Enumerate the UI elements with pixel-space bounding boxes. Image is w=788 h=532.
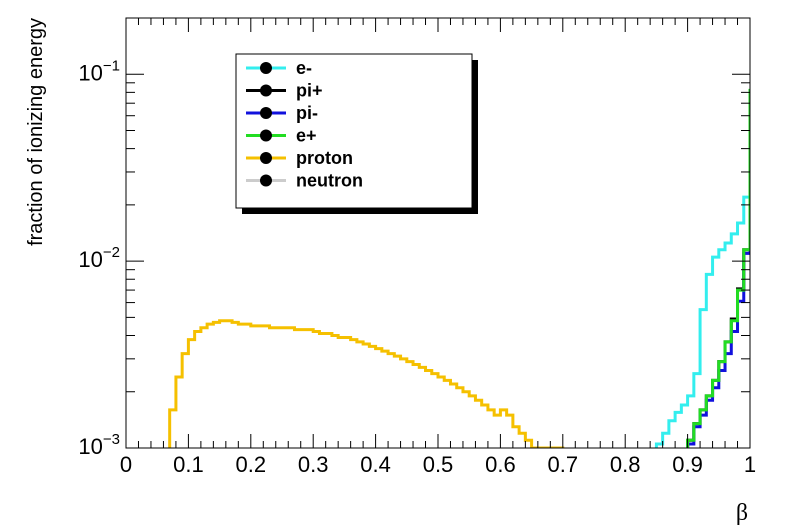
y-tick-label: 10−2: [78, 244, 120, 272]
x-tick-label: 0.6: [485, 452, 516, 477]
series-proton-line: [168, 319, 565, 448]
legend-marker-proton: [260, 152, 272, 164]
legend-label-proton: proton: [296, 148, 353, 168]
legend-label-neutron: neutron: [296, 171, 363, 191]
legend-label-pi-: pi-: [296, 103, 318, 123]
legend-marker-e+: [260, 129, 272, 142]
legend-label-e-: e-: [296, 58, 312, 78]
series-e+-line: [686, 88, 750, 448]
legend: e-pi+pi-e+proton neutron: [235, 53, 478, 214]
y-tick-label: 10−1: [78, 57, 120, 85]
x-tick-label: 0.5: [423, 452, 454, 477]
x-axis-ticks: 0 0.1 0.2 0.3 0.4 0.5 0.6 0.7 0.8 0.9 1: [120, 18, 756, 477]
legend-box: [235, 53, 473, 209]
y-axis-label: fraction of ionizing energy: [25, 18, 47, 246]
x-tick-label: 0.8: [610, 452, 641, 477]
x-tick-label: 0.4: [360, 452, 391, 477]
legend-marker-pi+: [260, 84, 272, 97]
y-axis-ticks: 10−3 10−2 10−1: [78, 17, 750, 459]
x-tick-label: 0.1: [173, 452, 204, 477]
x-axis-label: β: [736, 500, 748, 526]
legend-marker-neutron: [260, 174, 272, 187]
legend-marker-e-: [260, 62, 272, 74]
series-e--line: [654, 170, 750, 448]
x-tick-label: 0.2: [236, 452, 267, 477]
x-tick-label: 0: [120, 452, 132, 477]
legend-label-pi+: pi+: [296, 81, 323, 101]
legend-label-e+: e+: [296, 126, 317, 146]
x-tick-label: 0.9: [672, 452, 703, 477]
series-layer: [168, 88, 750, 448]
x-tick-label: 0.3: [298, 452, 329, 477]
x-tick-label: 0.7: [548, 452, 579, 477]
legend-marker-pi-: [260, 107, 272, 119]
y-tick-label: 10−3: [78, 431, 120, 459]
x-tick-label: 1: [744, 452, 756, 477]
